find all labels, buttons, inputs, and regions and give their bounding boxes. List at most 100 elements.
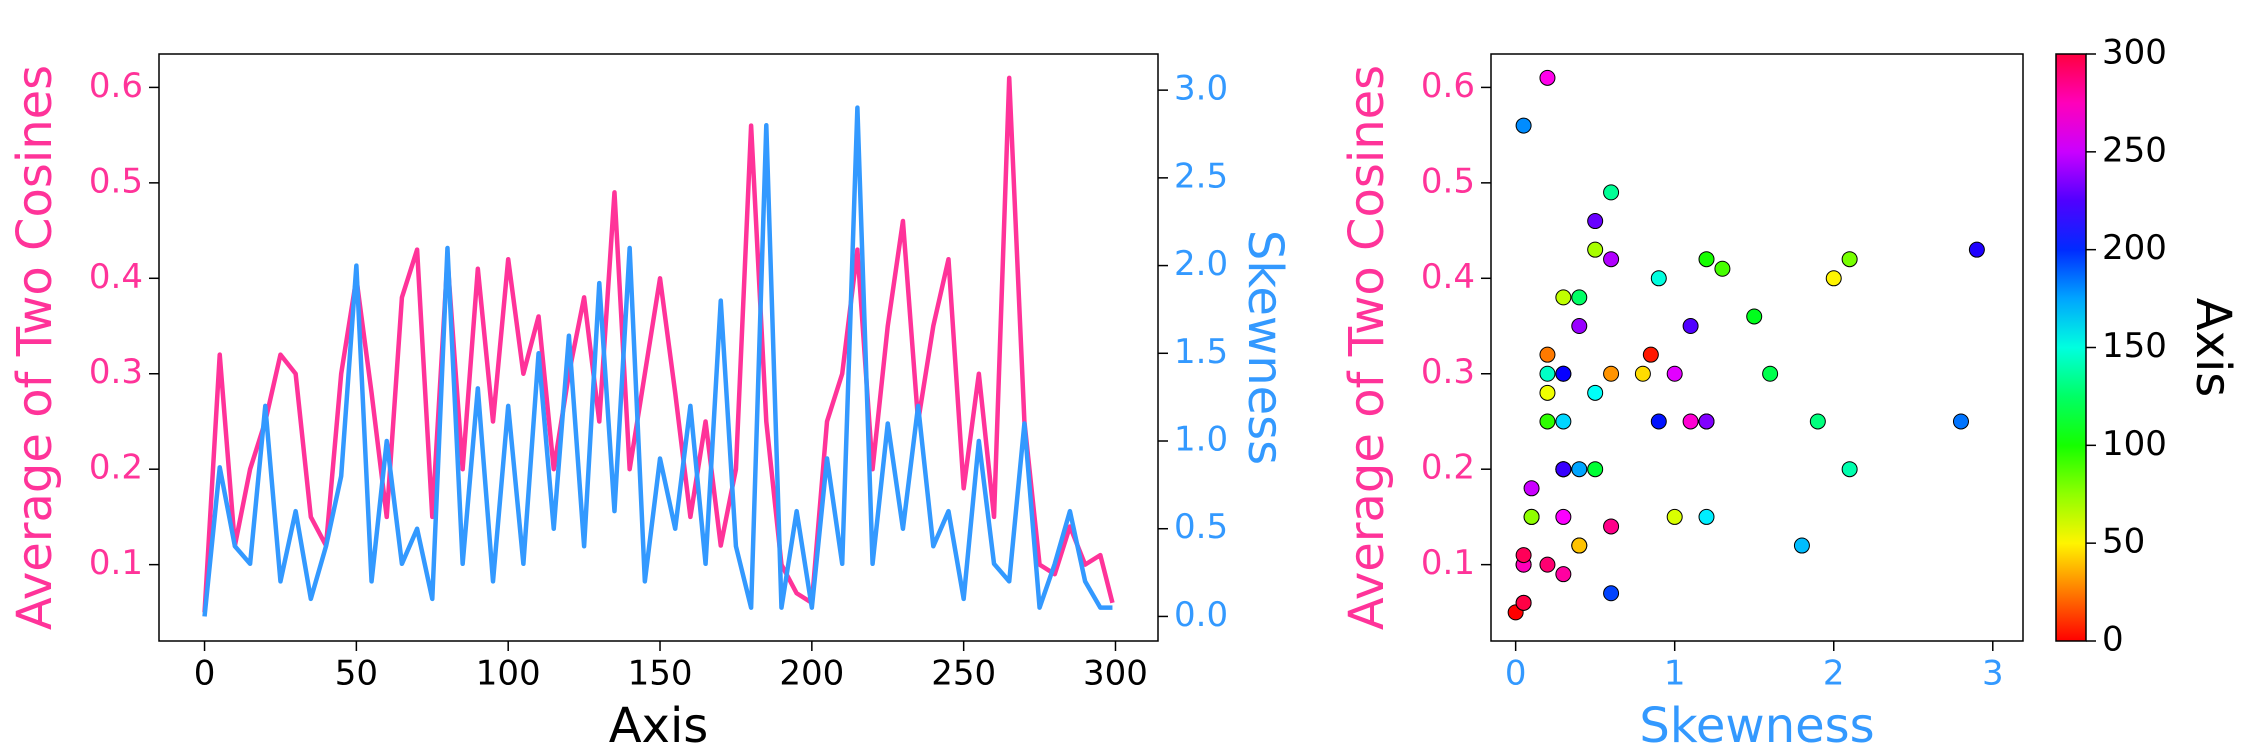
scatter-point (1571, 461, 1588, 478)
scatter-point (1539, 346, 1556, 363)
scatter-point (1841, 461, 1858, 478)
x-tick-label: 150 (628, 654, 693, 694)
scatter-point (1650, 270, 1667, 287)
scatter-point (1698, 413, 1715, 430)
scatter-point (1539, 384, 1556, 401)
y-tick-label: 0.2 (89, 448, 143, 488)
x-tick-label: 100 (476, 654, 541, 694)
scatter-point (1666, 365, 1683, 382)
scatter-point (1666, 508, 1683, 525)
scatter-point (1698, 251, 1715, 268)
y-tick-label: 0.6 (1421, 66, 1475, 106)
y2-axis-label: Skewness (1237, 230, 1293, 465)
colorbar (2055, 53, 2087, 642)
scatter-point (1571, 537, 1588, 554)
colorbar-tick-label: 200 (2102, 228, 2167, 268)
scatter-point (1515, 547, 1532, 564)
y-tick-label: 2.5 (1174, 156, 1228, 196)
scatter-point (1555, 566, 1572, 583)
y-tick-label: 0.3 (1421, 352, 1475, 392)
x-tick-label: 200 (779, 654, 844, 694)
scatter-point (1650, 413, 1667, 430)
y-tick-label: 0.2 (1421, 448, 1475, 488)
x-tick-label: 2 (1823, 654, 1845, 694)
y-axis-label: Average of Two Cosines (7, 65, 63, 630)
y-tick-label: 0.4 (1421, 257, 1475, 297)
colorbar-tick-label: 250 (2102, 130, 2167, 170)
scatter-point (1603, 518, 1620, 535)
colorbar-tick-label: 300 (2102, 33, 2167, 73)
scatter-point (1539, 69, 1556, 86)
scatter-point (1793, 537, 1810, 554)
scatter-point (1746, 308, 1763, 325)
scatter-point (1682, 318, 1699, 335)
scatter-point (1587, 384, 1604, 401)
scatter-point (1571, 318, 1588, 335)
y-tick-label: 0.5 (89, 161, 143, 201)
scatter-point (1515, 117, 1532, 134)
y-tick-label: 0.5 (1174, 507, 1228, 547)
scatter-point (1603, 585, 1620, 602)
y-tick-label: 0.4 (89, 257, 143, 297)
x-tick-label: 1 (1664, 654, 1686, 694)
scatter-point (1515, 594, 1532, 611)
scatter-point (1603, 184, 1620, 201)
colorbar-label: Axis (2185, 298, 2241, 398)
scatter-point (1587, 213, 1604, 230)
x-axis-label: Axis (609, 698, 709, 750)
scatter-point (1523, 508, 1540, 525)
scatter-point (1555, 365, 1572, 382)
scatter-point (1539, 365, 1556, 382)
scatter-point (1762, 365, 1779, 382)
y-tick-label: 0.5 (1421, 161, 1475, 201)
scatter-point (1841, 251, 1858, 268)
scatter-point (1539, 556, 1556, 573)
plot-frame (1490, 53, 2024, 642)
scatter-point (1555, 508, 1572, 525)
scatter-point (1825, 270, 1842, 287)
scatter-point (1539, 413, 1556, 430)
scatter-point (1587, 461, 1604, 478)
colorbar-tick-label: 100 (2102, 424, 2167, 464)
colorbar-tick-label: 50 (2102, 522, 2145, 562)
y-tick-label: 1.5 (1174, 332, 1228, 372)
scatter-point (1555, 413, 1572, 430)
x-tick-label: 50 (335, 654, 378, 694)
scatter-point (1571, 289, 1588, 306)
x-tick-label: 0 (194, 654, 216, 694)
y-axis-label: Average of Two Cosines (1339, 65, 1395, 630)
scatter-point (1714, 260, 1731, 277)
scatter-point (1968, 241, 1985, 258)
scatter-point (1952, 413, 1969, 430)
scatter-point (1809, 413, 1826, 430)
y-tick-label: 0.1 (1421, 543, 1475, 583)
scatter-point (1642, 346, 1659, 363)
colorbar-tick-label: 0 (2102, 620, 2124, 660)
scatter-point (1523, 480, 1540, 497)
scatter-point (1555, 289, 1572, 306)
scatter-point (1555, 461, 1572, 478)
y-tick-label: 0.1 (89, 543, 143, 583)
x-axis-label: Skewness (1639, 698, 1874, 750)
plot-frame (158, 53, 1159, 642)
line-series (202, 75, 1115, 613)
scatter-point (1603, 251, 1620, 268)
x-tick-label: 0 (1505, 654, 1527, 694)
x-tick-label: 250 (931, 654, 996, 694)
scatter-point (1634, 365, 1651, 382)
scatter-point (1587, 241, 1604, 258)
line-series (202, 105, 1113, 617)
colorbar-tick-label: 150 (2102, 326, 2167, 366)
y-tick-label: 0.6 (89, 66, 143, 106)
y-tick-label: 0.3 (89, 352, 143, 392)
x-tick-label: 3 (1982, 654, 2004, 694)
scatter-point (1682, 413, 1699, 430)
scatter-point (1603, 365, 1620, 382)
y-tick-label: 3.0 (1174, 69, 1228, 109)
y-tick-label: 2.0 (1174, 244, 1228, 284)
scatter-point (1698, 508, 1715, 525)
x-tick-label: 300 (1083, 654, 1148, 694)
y-tick-label: 1.0 (1174, 420, 1228, 460)
y-tick-label: 0.0 (1174, 595, 1228, 635)
